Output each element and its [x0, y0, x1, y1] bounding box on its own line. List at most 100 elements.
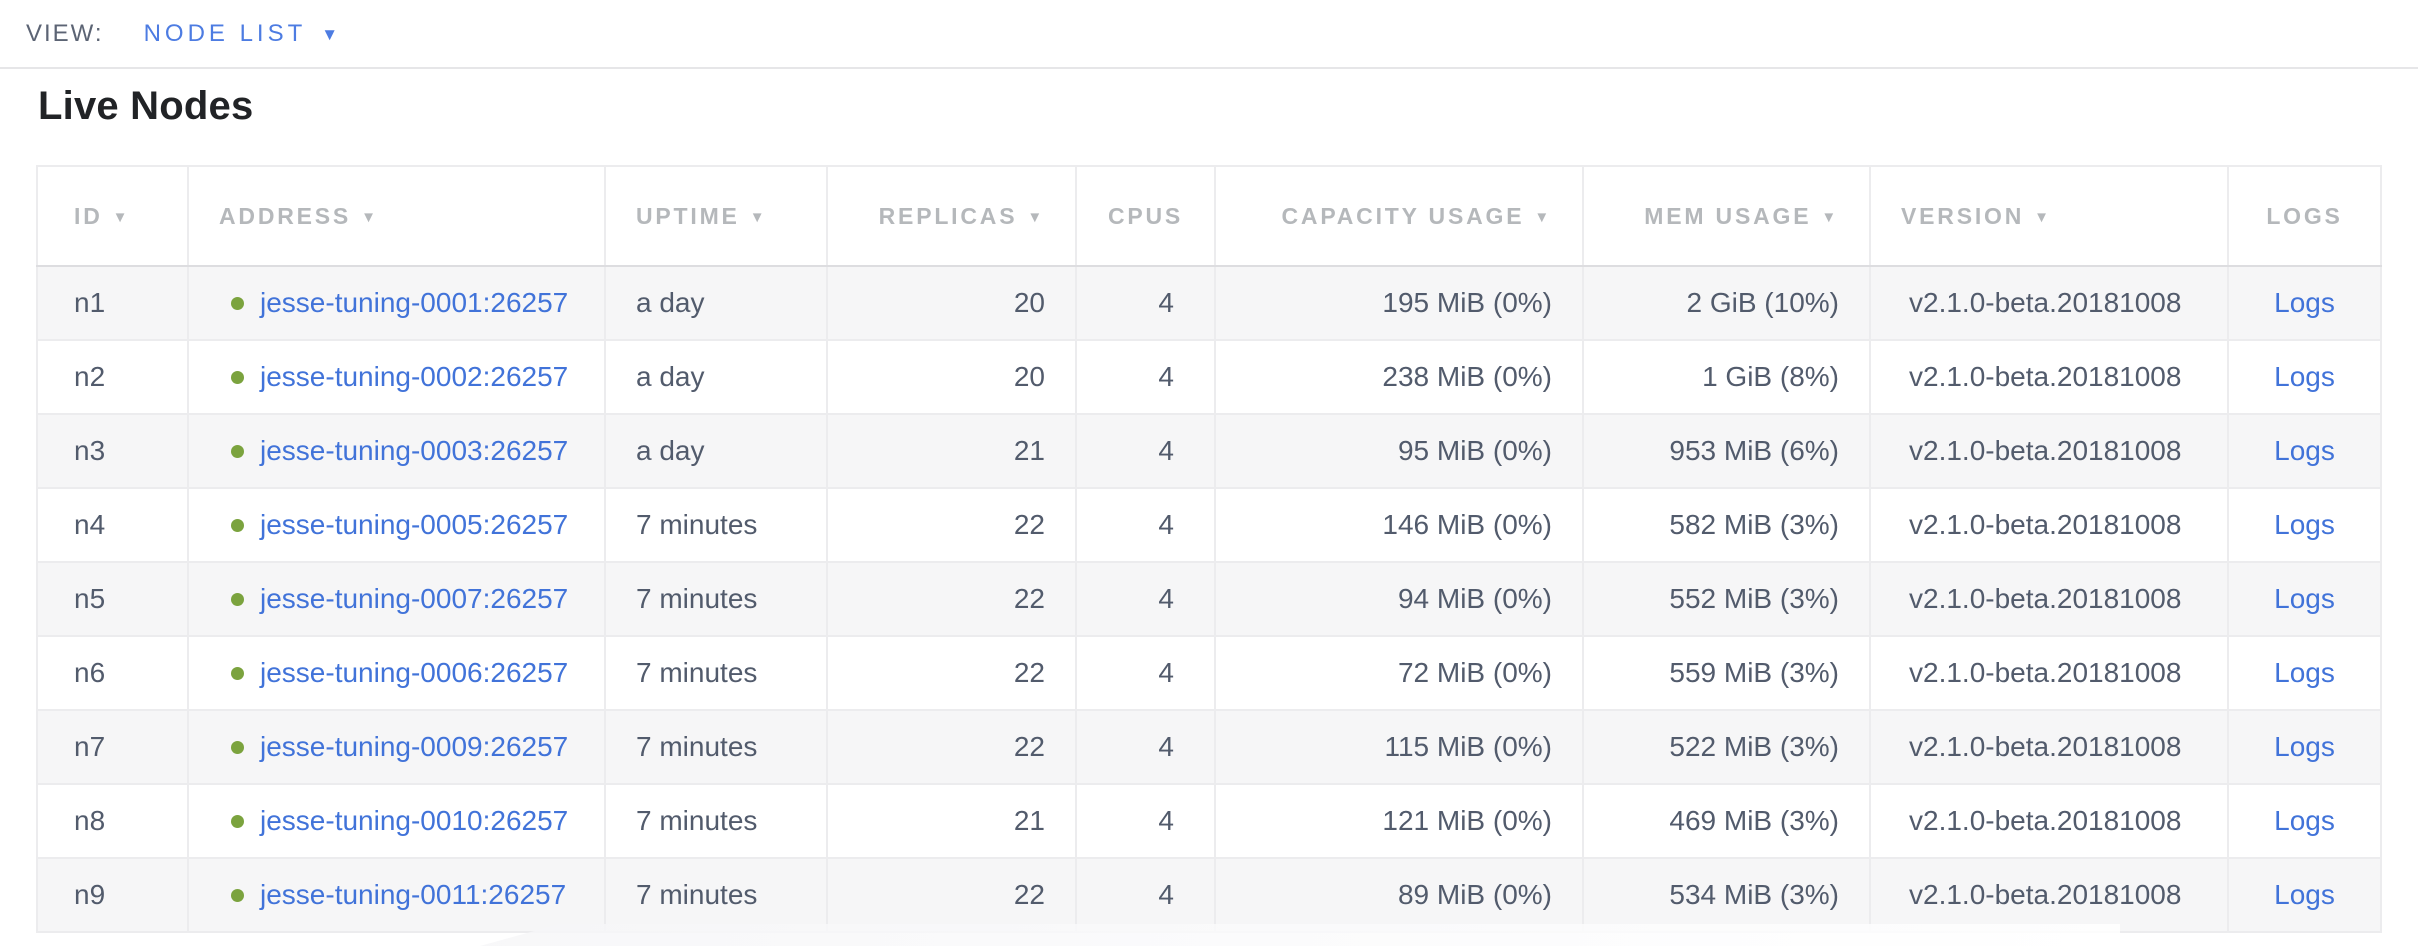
- cell-mem-usage: 469 MiB (3%): [1582, 783, 1871, 859]
- cell-logs: Logs: [2227, 857, 2382, 933]
- page-title: Live Nodes: [38, 84, 254, 128]
- cell-cpus: 4: [1075, 561, 1216, 637]
- live-nodes-table-container: ID ▼ ADDRESS ▼ UPTIME ▼ REPLICAS ▼ CPUS CAPA…: [36, 165, 2382, 933]
- column-header-mem-usage[interactable]: MEM USAGE ▼: [1582, 165, 1871, 267]
- table-row: n3 jesse-tuning-0003:26257 a day 21 4 95 MiB …: [36, 413, 2382, 489]
- node-address-link[interactable]: jesse-tuning-0003:26257: [260, 435, 569, 466]
- node-logs-link[interactable]: Logs: [2274, 509, 2335, 540]
- live-status-dot-icon: [231, 371, 244, 384]
- view-selector-bar: VIEW: NODE LIST ▼: [0, 0, 2418, 69]
- cell-version: v2.1.0-beta.20181008: [1869, 265, 2229, 341]
- node-logs-link[interactable]: Logs: [2274, 731, 2335, 762]
- live-status-dot-icon: [231, 741, 244, 754]
- node-address-link[interactable]: jesse-tuning-0005:26257: [260, 509, 569, 540]
- cell-cpus: 4: [1075, 783, 1216, 859]
- column-header-label: LOGS: [2266, 202, 2343, 229]
- cell-capacity-usage: 121 MiB (0%): [1214, 783, 1584, 859]
- node-address-link[interactable]: jesse-tuning-0006:26257: [260, 657, 569, 688]
- cell-id: n9: [36, 857, 189, 933]
- cell-uptime: 7 minutes: [604, 857, 828, 933]
- cell-logs: Logs: [2227, 783, 2382, 859]
- cell-version: v2.1.0-beta.20181008: [1869, 857, 2229, 933]
- column-header-cpus: CPUS: [1075, 165, 1216, 267]
- cell-address: jesse-tuning-0003:26257: [187, 413, 606, 489]
- cell-mem-usage: 534 MiB (3%): [1582, 857, 1871, 933]
- node-address-link[interactable]: jesse-tuning-0011:26257: [260, 879, 567, 910]
- cell-logs: Logs: [2227, 709, 2382, 785]
- node-logs-link[interactable]: Logs: [2274, 657, 2335, 688]
- cell-version: v2.1.0-beta.20181008: [1869, 783, 2229, 859]
- cell-replicas: 20: [826, 339, 1077, 415]
- cell-address: jesse-tuning-0002:26257: [187, 339, 606, 415]
- cell-replicas: 21: [826, 413, 1077, 489]
- cell-uptime: 7 minutes: [604, 783, 828, 859]
- live-status-dot-icon: [231, 519, 244, 532]
- node-address-link[interactable]: jesse-tuning-0009:26257: [260, 731, 569, 762]
- cell-cpus: 4: [1075, 339, 1216, 415]
- cell-logs: Logs: [2227, 561, 2382, 637]
- cell-capacity-usage: 146 MiB (0%): [1214, 487, 1584, 563]
- cell-mem-usage: 522 MiB (3%): [1582, 709, 1871, 785]
- cell-version: v2.1.0-beta.20181008: [1869, 561, 2229, 637]
- live-status-dot-icon: [231, 889, 244, 902]
- column-header-replicas[interactable]: REPLICAS ▼: [826, 165, 1077, 267]
- column-header-address[interactable]: ADDRESS ▼: [187, 165, 606, 267]
- live-status-dot-icon: [231, 593, 244, 606]
- node-logs-link[interactable]: Logs: [2274, 287, 2335, 318]
- cell-capacity-usage: 238 MiB (0%): [1214, 339, 1584, 415]
- cell-id: n5: [36, 561, 189, 637]
- view-label: VIEW:: [26, 19, 104, 47]
- cell-mem-usage: 2 GiB (10%): [1582, 265, 1871, 341]
- sort-desc-icon: ▼: [749, 208, 768, 226]
- node-address-link[interactable]: jesse-tuning-0007:26257: [260, 583, 569, 614]
- column-header-uptime[interactable]: UPTIME ▼: [604, 165, 828, 267]
- cell-logs: Logs: [2227, 265, 2382, 341]
- cell-version: v2.1.0-beta.20181008: [1869, 635, 2229, 711]
- node-address-link[interactable]: jesse-tuning-0001:26257: [260, 287, 569, 318]
- sort-desc-icon: ▼: [1027, 208, 1045, 226]
- cell-cpus: 4: [1075, 635, 1216, 711]
- cell-uptime: 7 minutes: [604, 487, 828, 563]
- column-header-capacity-usage[interactable]: CAPACITY USAGE ▼: [1214, 165, 1584, 267]
- cell-replicas: 22: [826, 709, 1077, 785]
- cell-capacity-usage: 94 MiB (0%): [1214, 561, 1584, 637]
- live-nodes-table: ID ▼ ADDRESS ▼ UPTIME ▼ REPLICAS ▼ CPUS CAPA…: [36, 165, 2382, 933]
- column-header-logs: LOGS: [2227, 165, 2382, 267]
- node-logs-link[interactable]: Logs: [2274, 879, 2335, 910]
- cell-cpus: 4: [1075, 487, 1216, 563]
- table-row: n4 jesse-tuning-0005:26257 7 minutes 22 4 146…: [36, 487, 2382, 563]
- cell-logs: Logs: [2227, 487, 2382, 563]
- cell-capacity-usage: 115 MiB (0%): [1214, 709, 1584, 785]
- view-dropdown[interactable]: NODE LIST ▼: [144, 20, 339, 48]
- cell-mem-usage: 953 MiB (6%): [1582, 413, 1871, 489]
- view-dropdown-value: NODE LIST: [143, 19, 307, 47]
- cell-uptime: a day: [604, 265, 828, 341]
- cell-mem-usage: 552 MiB (3%): [1582, 561, 1871, 637]
- node-logs-link[interactable]: Logs: [2274, 583, 2335, 614]
- live-status-dot-icon: [231, 445, 244, 458]
- cell-mem-usage: 1 GiB (8%): [1582, 339, 1871, 415]
- column-header-version[interactable]: VERSION ▼: [1869, 165, 2229, 267]
- node-logs-link[interactable]: Logs: [2274, 361, 2335, 392]
- table-body: n1 jesse-tuning-0001:26257 a day 20 4 195 MiB…: [36, 265, 2382, 933]
- cell-address: jesse-tuning-0006:26257: [187, 635, 606, 711]
- column-header-id[interactable]: ID ▼: [36, 165, 189, 267]
- node-logs-link[interactable]: Logs: [2274, 805, 2335, 836]
- table-row: n1 jesse-tuning-0001:26257 a day 20 4 195 MiB…: [36, 265, 2382, 341]
- column-header-label: MEM USAGE: [1644, 202, 1812, 229]
- table-row: n5 jesse-tuning-0007:26257 7 minutes 22 4 94 …: [36, 561, 2382, 637]
- cell-version: v2.1.0-beta.20181008: [1869, 413, 2229, 489]
- node-logs-link[interactable]: Logs: [2274, 435, 2335, 466]
- cell-replicas: 22: [826, 857, 1077, 933]
- node-address-link[interactable]: jesse-tuning-0002:26257: [260, 361, 569, 392]
- cell-replicas: 22: [826, 487, 1077, 563]
- column-header-label: ID: [74, 202, 103, 229]
- cell-version: v2.1.0-beta.20181008: [1869, 709, 2229, 785]
- cell-address: jesse-tuning-0007:26257: [187, 561, 606, 637]
- cell-replicas: 22: [826, 635, 1077, 711]
- table-row: n7 jesse-tuning-0009:26257 7 minutes 22 4 115…: [36, 709, 2382, 785]
- column-header-label: CAPACITY USAGE: [1281, 202, 1525, 229]
- cell-replicas: 21: [826, 783, 1077, 859]
- cell-id: n8: [36, 783, 189, 859]
- node-address-link[interactable]: jesse-tuning-0010:26257: [260, 805, 569, 836]
